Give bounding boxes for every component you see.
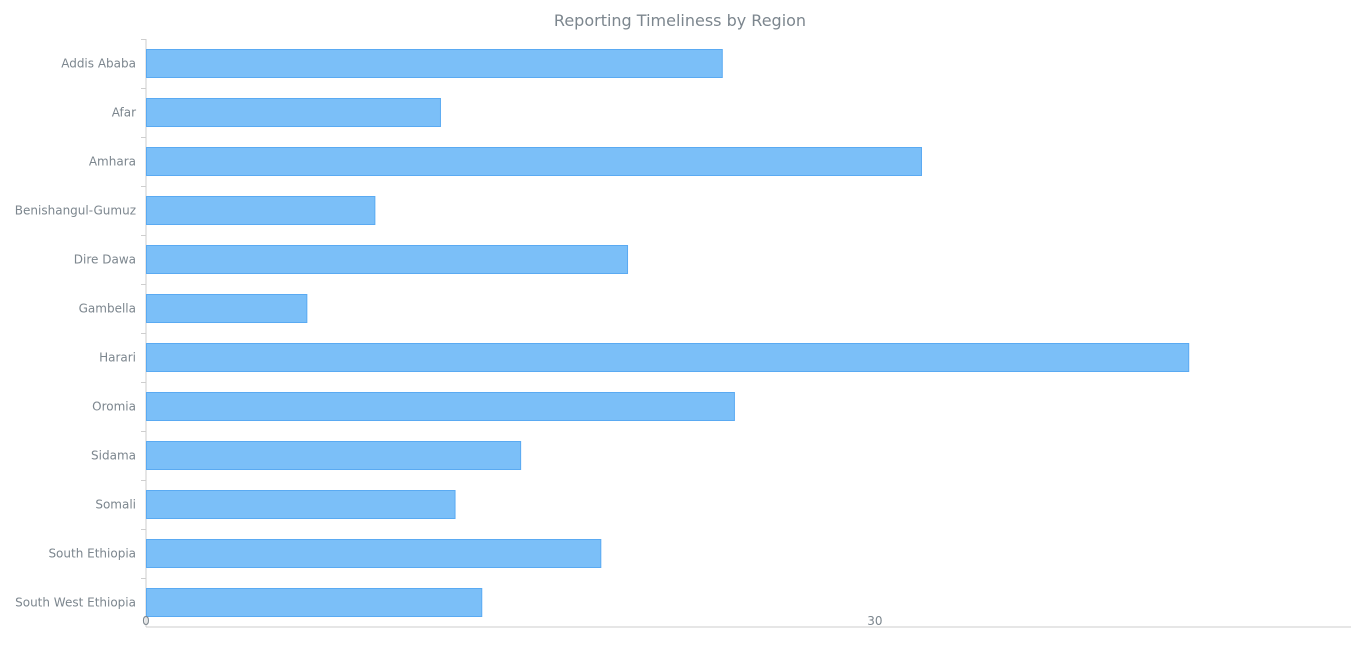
category-label: Somali <box>95 498 136 512</box>
bar-amhara[interactable] <box>146 147 922 176</box>
x-tick-label: 30 <box>867 614 882 628</box>
x-ticks-group: 0 30 <box>142 614 882 628</box>
bar-somali[interactable] <box>146 490 456 519</box>
category-labels-group: Addis Ababa Afar Amhara Benishangul-Gumuz Di… <box>15 39 146 610</box>
category-label: Amhara <box>89 155 136 169</box>
category-label: South West Ethiopia <box>15 596 136 610</box>
category-label: Gambella <box>79 302 136 316</box>
category-label: Oromia <box>92 400 136 414</box>
bar-oromia[interactable] <box>146 392 735 421</box>
category-label: Benishangul-Gumuz <box>15 204 136 218</box>
bar-harari[interactable] <box>146 343 1190 372</box>
bar-addis-ababa[interactable] <box>146 49 723 78</box>
bar-dire-dawa[interactable] <box>146 245 629 274</box>
category-label: South Ethiopia <box>48 547 136 561</box>
category-label: Harari <box>99 351 136 365</box>
chart-title: Reporting Timeliness by Region <box>554 11 806 30</box>
category-label: Addis Ababa <box>61 57 136 71</box>
bar-gambella[interactable] <box>146 294 308 323</box>
bar-south-ethiopia[interactable] <box>146 539 602 568</box>
x-tick-label: 0 <box>142 614 150 628</box>
bar-afar[interactable] <box>146 98 441 127</box>
category-label: Sidama <box>91 449 136 463</box>
category-label: Afar <box>112 106 136 120</box>
bars-group <box>146 49 1190 617</box>
bar-benishangul-gumuz[interactable] <box>146 196 376 225</box>
bar-sidama[interactable] <box>146 441 522 470</box>
category-label: Dire Dawa <box>74 253 136 267</box>
bar-south-west-ethiopia[interactable] <box>146 588 483 617</box>
